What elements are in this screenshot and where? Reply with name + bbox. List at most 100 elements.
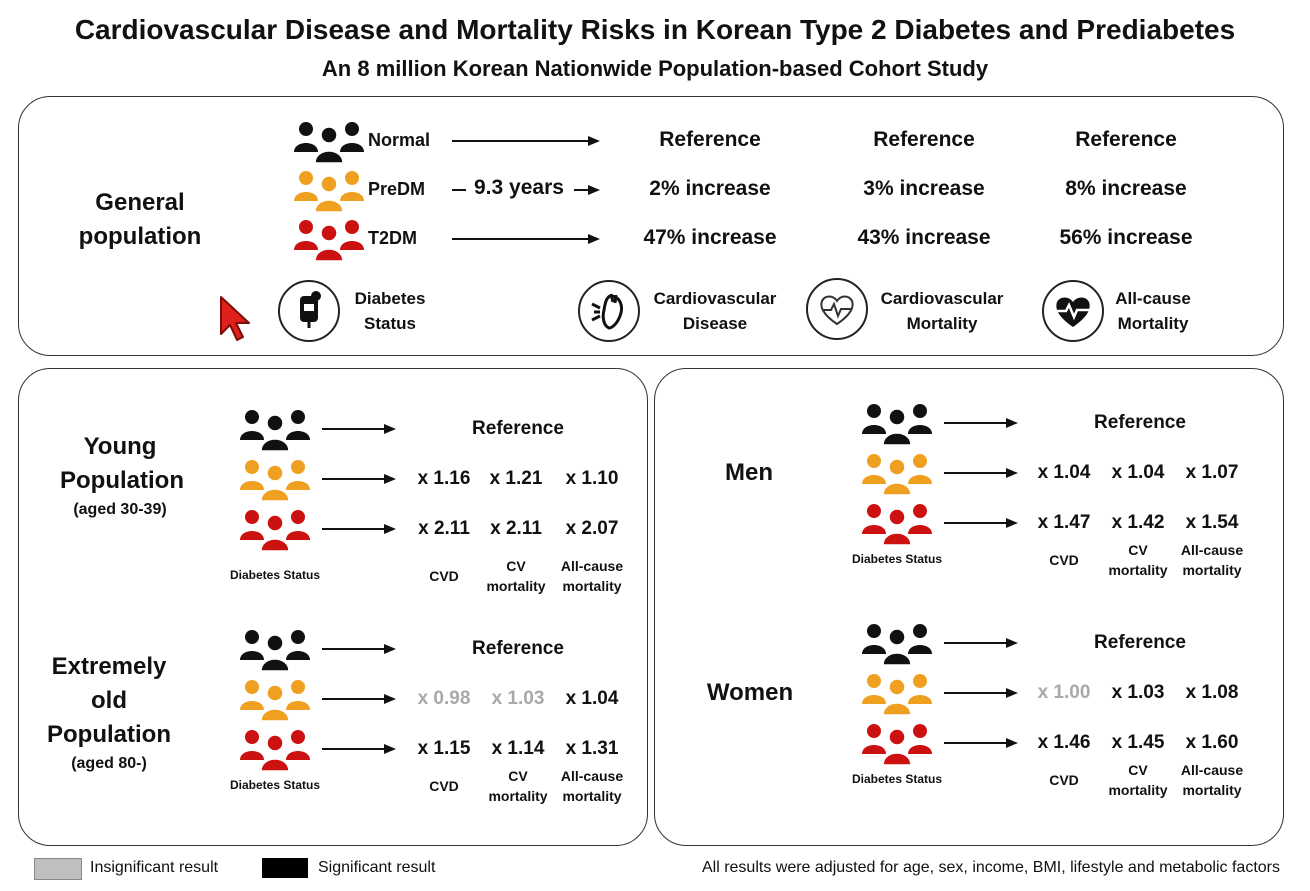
diabetes-hazard-ratio: x 1.60 [1185,732,1239,753]
general-cvd-result: 2% increase [649,177,771,200]
diabetes-status-caption: Diabetes Status [229,778,321,792]
cv-line2: mortality [488,788,548,804]
cv-mortality-caption: CV mortality [1098,760,1178,800]
cv-mortality-caption: CV mortality [478,766,558,806]
main-title: Cardiovascular Disease and Mortality Ris… [74,14,1236,45]
label-line2: Population [47,721,171,748]
prediabetes-hazard-ratio: x 1.21 [489,468,543,489]
cv-mortality-caption: CV mortality [1098,540,1178,580]
cv-line1: CV [1128,542,1148,558]
reference-label: Reference [1094,412,1186,433]
heart-ecg-icon [806,278,868,340]
mouse-cursor-icon [218,294,252,347]
prediabetes-hazard-ratio: x 1.04 [565,688,619,709]
normal-people-icon [240,628,310,672]
prediabetes-people-icon [240,458,310,502]
cv-line2: mortality [486,578,546,594]
prediabetes-hazard-ratio: x 1.00 [1037,682,1091,703]
diabetes-people-icon [240,728,310,772]
diabetes-hazard-ratio: x 1.46 [1037,732,1091,753]
group-label-normal: Normal [368,130,431,150]
arrow-icon [944,416,1018,430]
diabetes-hazard-ratio: x 1.45 [1111,732,1165,753]
diabetes-people-icon [862,722,932,766]
cv-line1: CV [508,768,528,784]
old-group-label: Extremely old Population (aged 80-) [34,650,184,776]
diabetes-hazard-ratio: x 1.42 [1111,512,1165,533]
cv-line2: mortality [1108,562,1168,578]
prediabetes-people-icon [862,672,932,716]
arrow-icon [944,466,1018,480]
adjustment-footnote: All results were adjusted for age, sex, … [701,859,1280,876]
cvd-caption: CVD [429,568,459,584]
label-note: (aged 80-) [71,755,147,772]
general-population-label: General population [78,189,202,250]
arrow-icon [944,686,1018,700]
arrow-icon [322,522,396,536]
all-line1: All-cause [560,768,624,784]
general-cv-mortality-result: 3% increase [863,177,985,200]
diabetes-hazard-ratio: x 2.11 [418,518,470,539]
cardiovascular-mortality-caption: Cardiovascular Mortality [880,289,1004,333]
prediabetes-hazard-ratio: x 1.16 [417,468,471,489]
normal-people-icon [862,402,932,446]
heart-anatomy-icon [578,280,640,342]
people-group-normal-icon [294,120,364,164]
arrow-icon [322,742,396,756]
prediabetes-hazard-ratio: x 1.10 [565,468,619,489]
diabetes-hazard-ratio: x 2.07 [565,518,619,539]
all-line2: mortality [1182,782,1242,798]
insignificant-legend-label: Insignificant result [90,859,219,876]
cvd-caption: CVD [1049,552,1079,568]
prediabetes-hazard-ratio: x 1.07 [1185,462,1239,483]
cvd-caption: CVD [1049,772,1079,788]
insignificant-legend-swatch [34,858,82,880]
normal-people-icon [240,408,310,452]
all-line1: All-cause [1180,542,1244,558]
cv-line1: CV [1128,762,1148,778]
prediabetes-people-icon [862,452,932,496]
follow-up-duration: 9.3 years [474,176,564,199]
general-cvd-result: Reference [659,128,761,151]
diabetes-status-caption: Diabetes Status [229,568,321,582]
diabetes-hazard-ratio: x 1.31 [565,738,619,759]
all-cause-mortality-caption: All-cause mortality [547,556,637,596]
arrow-icon [574,183,600,197]
diabetes-status-caption: Diabetes Status [851,552,943,566]
all-line1: All-cause [560,558,624,574]
diabetes-hazard-ratio: x 1.15 [417,738,471,759]
arrow-icon [452,232,600,246]
prediabetes-hazard-ratio: x 1.08 [1185,682,1239,703]
sex-subgroup-panel [654,368,1284,846]
general-all-cause-result: Reference [1075,128,1177,151]
cv-line2: mortality [1108,782,1168,798]
label-line1: Extremely old [51,653,167,714]
diabetes-hazard-ratio: x 2.11 [490,518,542,539]
general-cvd-result: 47% increase [643,226,777,249]
label-line2: Population [60,467,184,494]
men-group-label: Men [704,456,794,490]
subtitle: An 8 million Korean Nationwide Populatio… [321,56,989,81]
cvd-caption: CVD [429,778,459,794]
general-cv-mortality-result: 43% increase [857,226,991,249]
significant-legend-swatch [262,858,308,878]
label-line1: Men [725,459,773,486]
diabetes-hazard-ratio: x 1.47 [1037,512,1091,533]
general-all-cause-result: 56% increase [1059,226,1193,249]
dash-line [452,189,466,191]
arrow-icon [322,422,396,436]
people-group-predm-icon [294,169,364,213]
women-group-label: Women [700,676,800,710]
prediabetes-hazard-ratio: x 1.03 [1111,682,1165,703]
label-note: (aged 30-39) [73,501,167,518]
cv-mortality-caption: CV mortality [476,556,556,596]
arrow-icon [322,692,396,706]
arrow-icon [322,642,396,656]
age-subgroup-panel [18,368,648,846]
diabetes-status-caption: Diabetes Status [354,289,426,333]
diabetes-hazard-ratio: x 1.54 [1185,512,1239,533]
diabetes-people-icon [240,508,310,552]
reference-label: Reference [472,638,564,659]
prediabetes-people-icon [240,678,310,722]
arrow-icon [944,636,1018,650]
